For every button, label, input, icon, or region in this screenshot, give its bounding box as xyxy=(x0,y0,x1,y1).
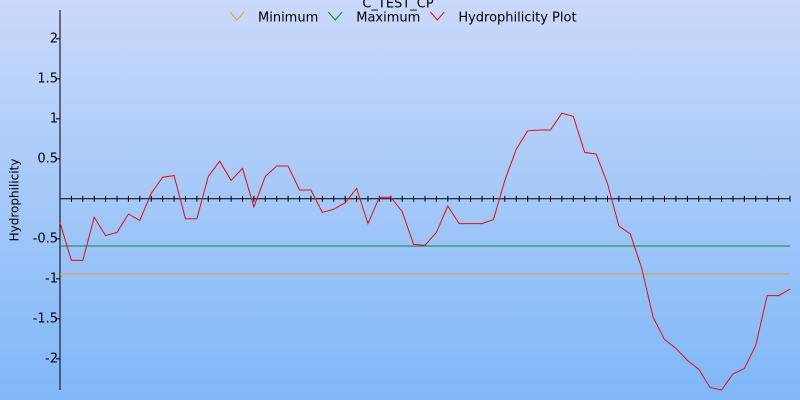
y-tick-label: 2 xyxy=(50,31,58,46)
y-tick-label: 0.5 xyxy=(37,151,58,166)
legend-label: Hydrophilicity Plot xyxy=(458,11,576,26)
y-axis-label: Hydrophilicity xyxy=(8,159,22,242)
legend: Minimum Maximum Hydrophilicity Plot xyxy=(229,11,577,26)
legend-icon xyxy=(327,11,343,21)
y-tick-label: -0.5 xyxy=(33,231,58,246)
y-tick-label: 1.5 xyxy=(37,71,58,86)
legend-icon xyxy=(229,11,245,21)
y-tick-label: -1 xyxy=(45,271,58,286)
y-tick-label: -2 xyxy=(45,351,58,366)
legend-label: Minimum xyxy=(258,11,318,26)
legend-label: Maximum xyxy=(356,11,420,26)
y-tick-label: 1 xyxy=(50,111,58,126)
chart-title: C_TEST_CP xyxy=(362,0,434,12)
legend-icon xyxy=(429,11,445,21)
y-tick-label: -1.5 xyxy=(33,311,58,326)
data-line xyxy=(59,112,791,391)
